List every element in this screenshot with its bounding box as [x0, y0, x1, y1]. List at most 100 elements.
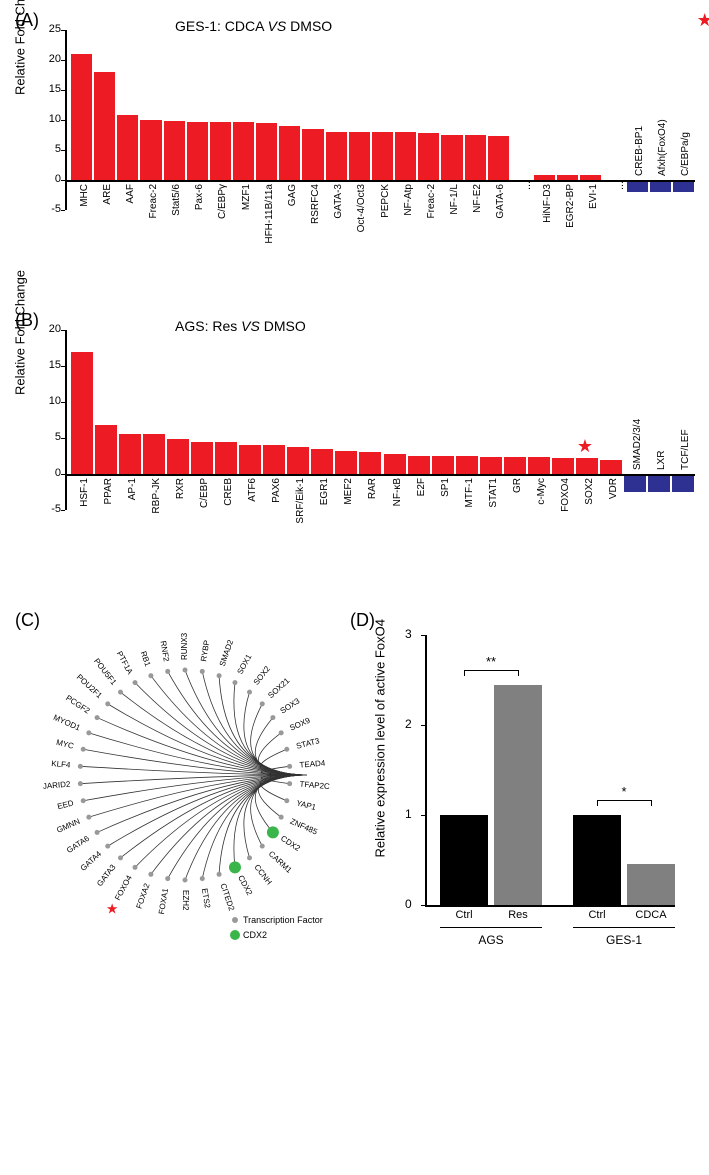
significance-label: * — [597, 784, 651, 799]
bar-category-label: HiNF-D3 — [542, 184, 553, 223]
network-node-label: GATA3 — [95, 862, 118, 888]
network-node-label: RNF2 — [159, 640, 171, 663]
bar-category-label: CREB — [223, 478, 234, 506]
network-node-label: CCNH — [252, 863, 273, 887]
chart-bar — [326, 132, 347, 180]
network-node — [165, 876, 170, 881]
bar-category-label: Freac-2 — [148, 184, 159, 218]
chart-bar — [673, 180, 694, 192]
chart-bar — [528, 457, 550, 474]
network-node — [200, 876, 205, 881]
chart-bar — [263, 445, 285, 474]
star-marker: ★ — [577, 436, 593, 457]
bar-category-label: Freac-2 — [426, 184, 437, 218]
bar-category-label: MZF1 — [241, 184, 252, 210]
bar-category-label: EGR1 — [319, 478, 330, 505]
chart-bar — [311, 449, 333, 474]
y-tick-label: 3 — [405, 627, 412, 641]
panel-d-chart: (D) Relative expression level of active … — [350, 610, 690, 970]
network-node — [105, 701, 110, 706]
network-node — [284, 747, 289, 752]
chart-bar — [648, 474, 670, 492]
bar-category-label: PEPCK — [380, 184, 391, 218]
bar-category-label: MEF2 — [343, 478, 354, 505]
y-tick-label: 5 — [33, 143, 61, 155]
network-node — [133, 865, 138, 870]
chart-bar — [552, 458, 574, 474]
chart-bar — [164, 121, 185, 180]
network-node-label: KLF4 — [51, 759, 71, 770]
network-node — [279, 730, 284, 735]
y-tick-label: -5 — [33, 503, 61, 515]
network-node-label: EED — [56, 798, 74, 811]
chart-bar — [71, 352, 93, 474]
network-node — [247, 855, 252, 860]
group-label: AGS — [440, 933, 542, 947]
y-tick-label: 25 — [33, 23, 61, 35]
panel-b-chart: (B) AGS: Res VS DMSO Relative Fold Chang… — [10, 310, 699, 590]
chart-bar — [573, 815, 621, 905]
bar-category-label: ATF6 — [247, 478, 258, 502]
network-node-label: FOXA2 — [135, 882, 152, 910]
bar-category-label: LXR — [656, 451, 667, 470]
network-node-label: ZNF485 — [289, 817, 320, 837]
chart-bar — [140, 120, 161, 180]
bar-category-label: Pax-6 — [194, 184, 205, 210]
bar-category-label: RXR — [175, 478, 186, 499]
network-node-label: GATA4 — [79, 849, 104, 873]
chart-bar — [372, 132, 393, 180]
network-node — [200, 669, 205, 674]
network-node — [86, 730, 91, 735]
y-tick-label: 15 — [33, 359, 61, 371]
bar-category-label: C/EBPa/g — [680, 132, 691, 176]
network-node-label: FOXA1 — [157, 887, 170, 915]
network-node — [95, 830, 100, 835]
network-node — [217, 673, 222, 678]
network-node — [148, 673, 153, 678]
network-node-label: JARID2 — [43, 780, 72, 791]
chart-bar — [441, 135, 462, 180]
bar-category-label: HFH-11B/11a — [264, 184, 275, 244]
panel-c-network: (C) RUNX3RYBPSMAD2SOX1SOX2SOX21SOX3SOX9S… — [10, 610, 350, 970]
bar-category-label: NF-E2 — [472, 184, 483, 213]
network-node-label: TEAD4 — [299, 758, 326, 769]
network-node-label: SOX21 — [266, 676, 291, 700]
network-node — [183, 878, 188, 883]
chart-bar — [650, 180, 671, 192]
network-node — [78, 781, 83, 786]
chart-bar — [302, 129, 323, 180]
y-tick-label: 0 — [405, 897, 412, 911]
bar-category-label: C/EBPγ — [217, 184, 228, 219]
chart-bar — [456, 456, 478, 474]
chart-bar — [215, 442, 237, 474]
bar-category-label: MTF-1 — [464, 478, 475, 507]
chart-bar — [672, 474, 694, 492]
network-node-label: CDX2 — [279, 834, 302, 854]
bar-category-label: VDR — [608, 478, 619, 499]
network-node-label: SOX2 — [252, 664, 273, 687]
y-tick-label: 20 — [33, 323, 61, 335]
chart-bar — [187, 122, 208, 180]
network-node-label: CITED2 — [218, 882, 236, 912]
bar-category-label: Afxh(FoxO4) — [657, 119, 668, 176]
network-node — [267, 826, 279, 838]
network-node-label: MYOD1 — [52, 713, 82, 733]
network-node-label: PCGF2 — [64, 693, 92, 715]
y-tick-label: 15 — [33, 83, 61, 95]
bar-category-label: RAR — [367, 478, 378, 499]
bar-category-label: SP1 — [440, 478, 451, 497]
network-node-label: POU5F1 — [92, 657, 119, 688]
network-node-label: MYC — [55, 738, 75, 751]
bar-category-label: NF-Atp — [403, 184, 414, 216]
bar-category-label: TCF/LEF — [680, 429, 691, 470]
bar-category-label: EGR2-BP — [565, 184, 576, 228]
bar-category-label: SMAD2/3/4 — [632, 419, 643, 470]
network-node — [229, 861, 241, 873]
chart-bar — [71, 54, 92, 180]
bar-category-label: Stat5/6 — [171, 184, 182, 216]
network-node — [148, 872, 153, 877]
star-marker: ★ — [106, 901, 119, 917]
bar-category-label: SOX2 — [584, 478, 595, 505]
legend-tf-label: Transcription Factor — [243, 915, 323, 925]
bar-label: Ctrl — [573, 909, 621, 921]
